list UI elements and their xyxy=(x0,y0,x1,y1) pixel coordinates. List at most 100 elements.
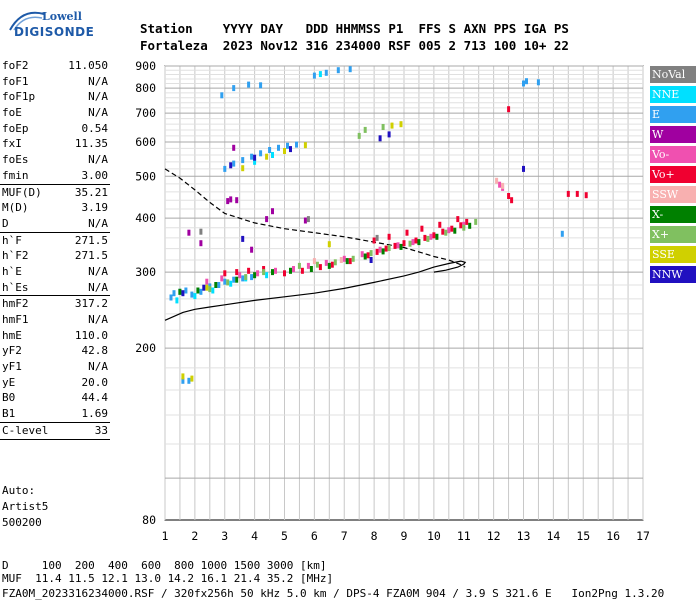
param-value: N/A xyxy=(88,216,108,230)
grid-lines xyxy=(164,65,644,520)
legend-item: SSW xyxy=(650,186,696,203)
param-value: 3.19 xyxy=(81,201,109,215)
param-row: h`Es N/A xyxy=(0,280,112,296)
echo-point xyxy=(360,251,364,258)
param-label: foEs xyxy=(2,153,29,167)
polarization-legend: NoVal NNE E W Vo- Vo+ SSW X- X+ SSE NNW xyxy=(650,66,696,286)
echo-point xyxy=(453,227,457,234)
echo-point xyxy=(378,246,382,253)
echo-point xyxy=(495,177,499,184)
echo-point xyxy=(205,284,209,291)
echo-point xyxy=(193,293,197,300)
param-separator xyxy=(0,438,110,440)
param-row: h`F2 271.5 xyxy=(0,248,112,264)
echo-point xyxy=(432,232,436,239)
echo-point xyxy=(330,261,334,268)
param-label: yF2 xyxy=(2,344,22,358)
echo-point xyxy=(265,216,269,223)
echo-point xyxy=(339,257,343,263)
echo-point xyxy=(205,278,209,285)
param-row: fxI 11.35 xyxy=(0,136,112,152)
echo-point xyxy=(402,240,406,247)
param-value: 0.54 xyxy=(81,121,109,135)
echo-point xyxy=(250,274,254,281)
echo-point xyxy=(187,229,191,236)
param-row: C-level 33 xyxy=(0,423,112,439)
echo-point xyxy=(277,144,280,151)
y-tick-label: 500 xyxy=(135,169,156,183)
param-row: B0 44.4 xyxy=(0,390,112,406)
echo-point xyxy=(438,221,442,228)
y-tick-label: 400 xyxy=(135,211,156,225)
digisonde-logo: Lowell DIGISONDE xyxy=(4,8,94,40)
profile-lines xyxy=(164,168,467,321)
echo-point xyxy=(510,197,514,204)
echo-point xyxy=(536,79,540,86)
echo-point xyxy=(405,229,409,236)
echo-point xyxy=(184,287,188,294)
param-label: C-level xyxy=(2,423,49,437)
echo-point xyxy=(187,377,191,384)
echo-point xyxy=(315,261,319,268)
echo-point xyxy=(435,233,439,240)
echo-point xyxy=(441,228,445,235)
echo-point xyxy=(375,248,379,255)
echo-point xyxy=(223,165,227,172)
param-value: N/A xyxy=(88,74,108,88)
param-value: 1.69 xyxy=(81,407,109,421)
echo-point xyxy=(253,154,257,161)
param-row: hmF2 317.2 xyxy=(0,296,112,312)
param-value: 35.21 xyxy=(74,185,108,199)
echo-point xyxy=(426,235,430,242)
echo-point xyxy=(265,153,269,160)
footer-muf: MUF 11.4 11.5 12.1 13.0 14.2 16.1 21.4 3… xyxy=(2,572,334,585)
footer-file-info: FZA0M_2023316234000.RSF / 320fx256h 50 k… xyxy=(2,587,665,600)
param-label: M(D) xyxy=(2,201,29,215)
param-row: yE 20.0 xyxy=(0,375,112,391)
echo-point xyxy=(262,266,266,272)
echo-point xyxy=(226,279,230,286)
echo-point xyxy=(253,272,257,279)
echo-point xyxy=(387,245,391,251)
echo-point xyxy=(584,192,588,199)
echo-point xyxy=(297,262,301,269)
param-label: fxI xyxy=(2,137,22,151)
echo-point xyxy=(303,142,307,149)
echo-point xyxy=(396,242,400,249)
param-label: foF2 xyxy=(2,59,29,72)
echo-point xyxy=(324,259,328,266)
legend-item: NoVal xyxy=(650,66,696,83)
param-separator xyxy=(0,231,110,233)
param-row: hmF1 N/A xyxy=(0,312,112,328)
echo-point xyxy=(450,225,454,232)
echo-point xyxy=(363,126,367,133)
param-row: hmE 110.0 xyxy=(0,328,112,344)
echo-point xyxy=(306,216,310,223)
y-tick-label: 900 xyxy=(135,59,156,73)
echo-point xyxy=(501,182,505,189)
x-tick-label: 4 xyxy=(251,529,258,543)
x-tick-label: 14 xyxy=(546,529,560,543)
echo-point xyxy=(560,230,564,237)
echo-point xyxy=(229,280,233,287)
echo-point xyxy=(241,157,245,164)
logo-line1: Lowell xyxy=(42,10,82,23)
auto-version: 500200 xyxy=(2,516,42,529)
echo-point xyxy=(226,198,230,205)
echo-point xyxy=(241,275,245,282)
legend-item: NNE xyxy=(650,86,696,103)
echo-point xyxy=(378,135,382,142)
param-value: N/A xyxy=(88,153,108,167)
y-tick-label: 700 xyxy=(135,106,156,120)
echo-point xyxy=(318,264,322,271)
echo-point xyxy=(369,257,373,263)
x-tick-label: 5 xyxy=(281,529,288,543)
param-label: foE xyxy=(2,106,22,120)
echo-point xyxy=(247,267,251,274)
echo-point xyxy=(474,218,478,225)
param-row: yF2 42.8 xyxy=(0,343,112,359)
y-tick-label: 200 xyxy=(135,341,156,355)
echo-point xyxy=(300,267,304,274)
echo-point xyxy=(283,270,286,277)
echo-point xyxy=(262,269,266,276)
